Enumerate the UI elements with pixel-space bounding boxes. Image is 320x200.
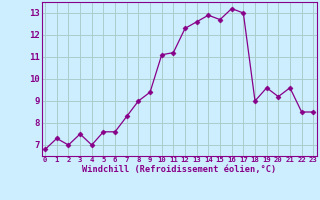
X-axis label: Windchill (Refroidissement éolien,°C): Windchill (Refroidissement éolien,°C) — [82, 165, 276, 174]
